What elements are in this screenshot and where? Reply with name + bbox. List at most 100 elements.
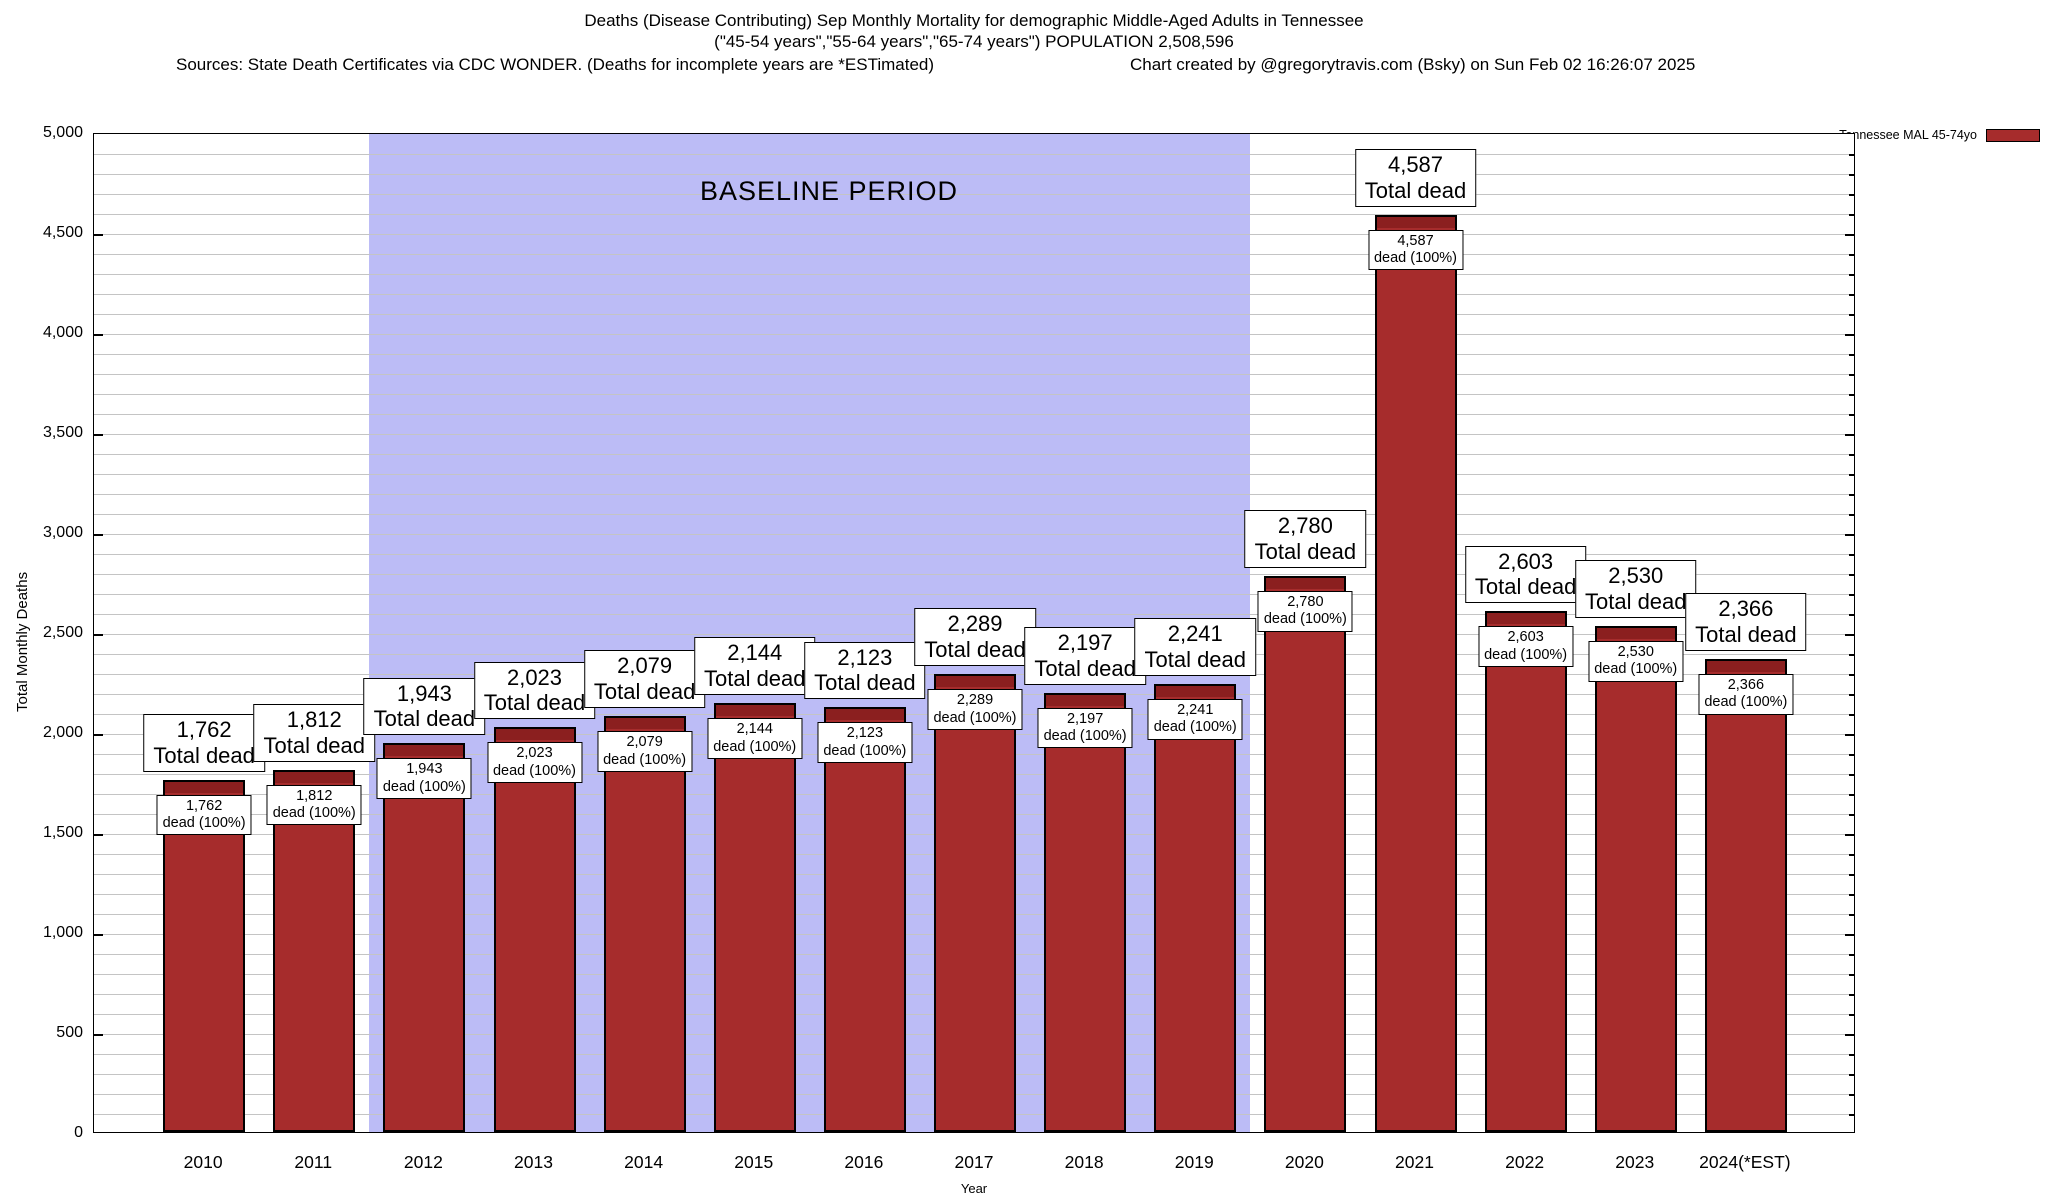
axis-tick (1849, 754, 1854, 756)
baseline-period-label: BASELINE PERIOD (699, 176, 959, 206)
axis-tick (1849, 154, 1854, 156)
axis-tick (1845, 834, 1854, 836)
bar-value-box: 2,366 dead (100%) (1698, 673, 1794, 715)
axis-tick (94, 534, 103, 536)
bar-value-box: 1,812 dead (100%) (266, 784, 362, 826)
bar-value-box: 2,079 dead (100%) (597, 731, 693, 772)
axis-tick (94, 234, 103, 236)
source-note: Sources: State Death Certificates via CD… (176, 55, 935, 74)
total-dead-box: 4,587 Total dead (1354, 148, 1477, 207)
bar-value-box: 2,197 dead (100%) (1037, 707, 1133, 749)
bar-top-cap (605, 718, 684, 730)
gridline (94, 294, 1854, 295)
axis-tick (1849, 1094, 1854, 1096)
y-tick-label: 4,000 (42, 324, 83, 341)
total-dead-box: 2,289 Total dead (914, 608, 1036, 667)
y-tick-label: 4,500 (42, 224, 83, 241)
bar-2011: 1,812 dead (100%) (266, 769, 362, 1132)
x-tick-label: 2022 (1505, 1152, 1545, 1172)
axis-tick (1845, 234, 1854, 236)
total-dead-box: 2,603 Total dead (1464, 545, 1587, 604)
x-tick-label: 2010 (183, 1152, 223, 1172)
y-tick-label: 5,000 (42, 124, 83, 141)
gridline (94, 574, 1854, 575)
x-tick-label: 2020 (1284, 1152, 1324, 1172)
bar-top-cap (1486, 613, 1565, 625)
axis-tick (1845, 634, 1854, 636)
axis-tick (1849, 494, 1854, 496)
bar-value-box: 2,289 dead (100%) (927, 689, 1023, 730)
axis-tick (1849, 774, 1854, 776)
legend: Tennessee MAL 45-74yo (1839, 128, 2040, 142)
total-dead-box: 1,762 Total dead (143, 713, 265, 772)
axis-tick (1849, 1054, 1854, 1056)
axis-tick (1849, 994, 1854, 996)
axis-tick (1849, 814, 1854, 816)
gridline (94, 394, 1854, 395)
bar-value-box: 2,530 dead (100%) (1588, 641, 1684, 682)
axis-tick (94, 1034, 103, 1036)
total-dead-box: 2,780 Total dead (1244, 510, 1367, 568)
y-tick-label: 3,500 (42, 424, 83, 441)
gridline (94, 374, 1854, 375)
axis-tick (1849, 354, 1854, 356)
gridline (94, 514, 1854, 515)
axis-tick (1849, 614, 1854, 616)
axis-tick (94, 834, 103, 836)
bar-top-cap (936, 676, 1014, 688)
axis-tick (1849, 174, 1854, 176)
total-dead-box: 2,123 Total dead (804, 641, 926, 700)
bar-top-cap (1706, 660, 1785, 672)
y-tick-label: 500 (56, 1024, 83, 1041)
axis-tick (1849, 1114, 1854, 1116)
plot-area: BASELINE PERIOD 1,762 dead (100%) 1,762 Tota… (93, 133, 1855, 1133)
axis-tick (1849, 954, 1854, 956)
axis-tick (1849, 294, 1854, 296)
bar-top-cap (1046, 694, 1125, 706)
total-dead-box: 2,079 Total dead (583, 650, 706, 709)
axis-tick (1845, 334, 1854, 336)
credit-note: Chart created by @gregorytravis.com (Bsk… (1130, 55, 1696, 74)
x-tick-label: 2021 (1395, 1152, 1434, 1172)
x-axis-title: Year (960, 1181, 988, 1196)
total-dead-box: 2,366 Total dead (1685, 592, 1807, 651)
bar-2016: 2,123 dead (100%) (817, 707, 913, 1132)
total-dead-box: 1,812 Total dead (253, 703, 376, 762)
x-tick-label: 2024(*EST) (1699, 1152, 1791, 1172)
axis-tick (1845, 434, 1854, 436)
bar-value-box: 2,144 dead (100%) (707, 718, 803, 759)
axis-tick (1849, 1074, 1854, 1076)
axis-tick (94, 434, 103, 436)
gridline (94, 354, 1854, 355)
bar-top-cap (1596, 628, 1675, 639)
bar-2019: 2,241 dead (100%) (1147, 683, 1243, 1132)
total-dead-box: 2,241 Total dead (1134, 617, 1257, 676)
bar-2018: 2,197 dead (100%) (1037, 692, 1133, 1132)
total-dead-box: 1,943 Total dead (363, 677, 486, 736)
bar-value-box: 1,762 dead (100%) (156, 794, 252, 836)
gridline (94, 554, 1854, 555)
bar-top-cap (1376, 216, 1455, 228)
bar-2012: 1,943 dead (100%) (376, 743, 472, 1132)
axis-tick (1845, 734, 1854, 736)
axis-tick (1849, 414, 1854, 416)
bar-top-cap (715, 705, 794, 717)
legend-label: Tennessee MAL 45-74yo (1839, 128, 1977, 142)
x-tick-label: 2023 (1615, 1152, 1655, 1172)
axis-tick (1845, 934, 1854, 936)
axis-tick (1849, 514, 1854, 516)
axis-tick (94, 934, 103, 936)
y-tick-label: 1,000 (42, 924, 83, 941)
x-tick-label: 2016 (844, 1152, 884, 1172)
axis-tick (1849, 474, 1854, 476)
gridline (94, 274, 1854, 275)
axis-tick (1849, 654, 1854, 656)
gridline (94, 194, 1854, 195)
chart-title: Deaths (Disease Contributing) Sep Monthl… (584, 11, 1364, 30)
bar-2020: 2,780 dead (100%) (1257, 576, 1353, 1132)
bar-value-box: 2,123 dead (100%) (817, 722, 913, 764)
axis-tick (1845, 1034, 1854, 1036)
x-tick-label: 2011 (294, 1152, 333, 1172)
axis-tick (1849, 894, 1854, 896)
